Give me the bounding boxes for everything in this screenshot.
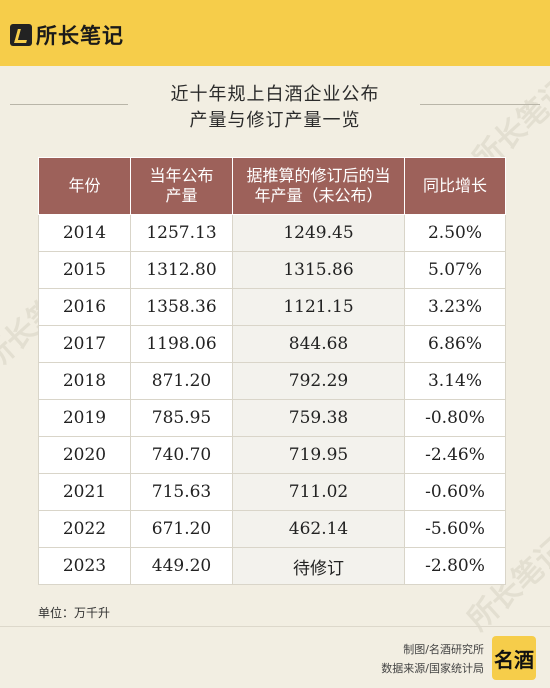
cell-revised-output: 711.02: [232, 473, 405, 511]
table-row: 2021 715.63 711.02 -0.60%: [38, 473, 506, 511]
cell-year: 2020: [38, 436, 131, 474]
unit-note: 单位：万千升: [38, 606, 111, 620]
cell-yoy-growth: -2.46%: [404, 436, 506, 474]
credit-maker: 制图/名酒研究所: [403, 643, 484, 656]
production-table: 年份 当年公布 产量 据推算的修订后的当 年产量（未公布） 同比增长 2014 1…: [38, 157, 506, 585]
table-header-row: 年份 当年公布 产量 据推算的修订后的当 年产量（未公布） 同比增长: [38, 157, 506, 215]
header-published-output: 当年公布 产量: [130, 157, 233, 215]
title-line-2: 产量与修订产量一览: [189, 110, 361, 131]
table-row: 2023 449.20 待修订 -2.80%: [38, 547, 506, 585]
header-revised-output: 据推算的修订后的当 年产量（未公布）: [232, 157, 405, 215]
cell-published-output: 1358.36: [130, 288, 233, 326]
header-revised-output-text: 据推算的修订后的当 年产量（未公布）: [246, 166, 391, 205]
cell-year: 2014: [38, 214, 131, 252]
table-row: 2014 1257.13 1249.45 2.50%: [38, 214, 506, 252]
header-published-output-text: 当年公布 产量: [149, 166, 214, 205]
cell-yoy-growth: -0.60%: [404, 473, 506, 511]
table-row: 2020 740.70 719.95 -2.46%: [38, 436, 506, 474]
cell-revised-output: 1121.15: [232, 288, 405, 326]
cell-yoy-growth: 3.14%: [404, 362, 506, 400]
cell-revised-output: 1249.45: [232, 214, 405, 252]
cell-yoy-growth: 6.86%: [404, 325, 506, 363]
cell-revised-output: 759.38: [232, 399, 405, 437]
cell-year: 2017: [38, 325, 131, 363]
brand-logo-icon: [10, 24, 32, 46]
cell-published-output: 740.70: [130, 436, 233, 474]
cell-yoy-growth: 5.07%: [404, 251, 506, 289]
title-line-1: 近十年规上白酒企业公布: [170, 84, 380, 105]
cell-revised-output: 待修订: [232, 547, 405, 585]
table-row: 2018 871.20 792.29 3.14%: [38, 362, 506, 400]
cell-published-output: 449.20: [130, 547, 233, 585]
cell-year: 2019: [38, 399, 131, 437]
cell-revised-output: 1315.86: [232, 251, 405, 289]
brand-logo: 所长笔记: [10, 22, 124, 48]
cell-year: 2021: [38, 473, 131, 511]
table-row: 2022 671.20 462.14 -5.60%: [38, 510, 506, 548]
cell-yoy-growth: -0.80%: [404, 399, 506, 437]
cell-yoy-growth: 2.50%: [404, 214, 506, 252]
table-row: 2017 1198.06 844.68 6.86%: [38, 325, 506, 363]
title-rule-right: [420, 104, 540, 105]
header-year: 年份: [38, 157, 131, 215]
cell-year: 2015: [38, 251, 131, 289]
cell-year: 2018: [38, 362, 131, 400]
cell-published-output: 1257.13: [130, 214, 233, 252]
cell-revised-output: 844.68: [232, 325, 405, 363]
cell-published-output: 1312.80: [130, 251, 233, 289]
table-row: 2016 1358.36 1121.15 3.23%: [38, 288, 506, 326]
cell-yoy-growth: 3.23%: [404, 288, 506, 326]
table-body: 2014 1257.13 1249.45 2.50% 2015 1312.80 1315.8…: [38, 214, 506, 585]
cell-yoy-growth: -2.80%: [404, 547, 506, 585]
credits: 制图/名酒研究所 数据来源/国家统计局: [381, 640, 484, 678]
cell-year: 2022: [38, 510, 131, 548]
cell-yoy-growth: -5.60%: [404, 510, 506, 548]
cell-year: 2016: [38, 288, 131, 326]
credit-source: 数据来源/国家统计局: [381, 662, 484, 675]
top-banner: 所长笔记: [0, 0, 550, 66]
brand-logo-text: 所长笔记: [36, 24, 124, 48]
page-title: 近十年规上白酒企业公布 产量与修订产量一览: [120, 82, 430, 134]
table-row: 2019 785.95 759.38 -0.80%: [38, 399, 506, 437]
cell-published-output: 871.20: [130, 362, 233, 400]
table-row: 2015 1312.80 1315.86 5.07%: [38, 251, 506, 289]
brand-seal: 名酒: [492, 636, 536, 680]
cell-published-output: 785.95: [130, 399, 233, 437]
cell-revised-output: 462.14: [232, 510, 405, 548]
cell-revised-output: 792.29: [232, 362, 405, 400]
cell-published-output: 671.20: [130, 510, 233, 548]
cell-year: 2023: [38, 547, 131, 585]
cell-revised-output: 719.95: [232, 436, 405, 474]
header-yoy-growth: 同比增长: [404, 157, 506, 215]
title-rule-left: [10, 104, 128, 105]
cell-published-output: 1198.06: [130, 325, 233, 363]
bottom-divider: [0, 626, 550, 627]
cell-published-output: 715.63: [130, 473, 233, 511]
